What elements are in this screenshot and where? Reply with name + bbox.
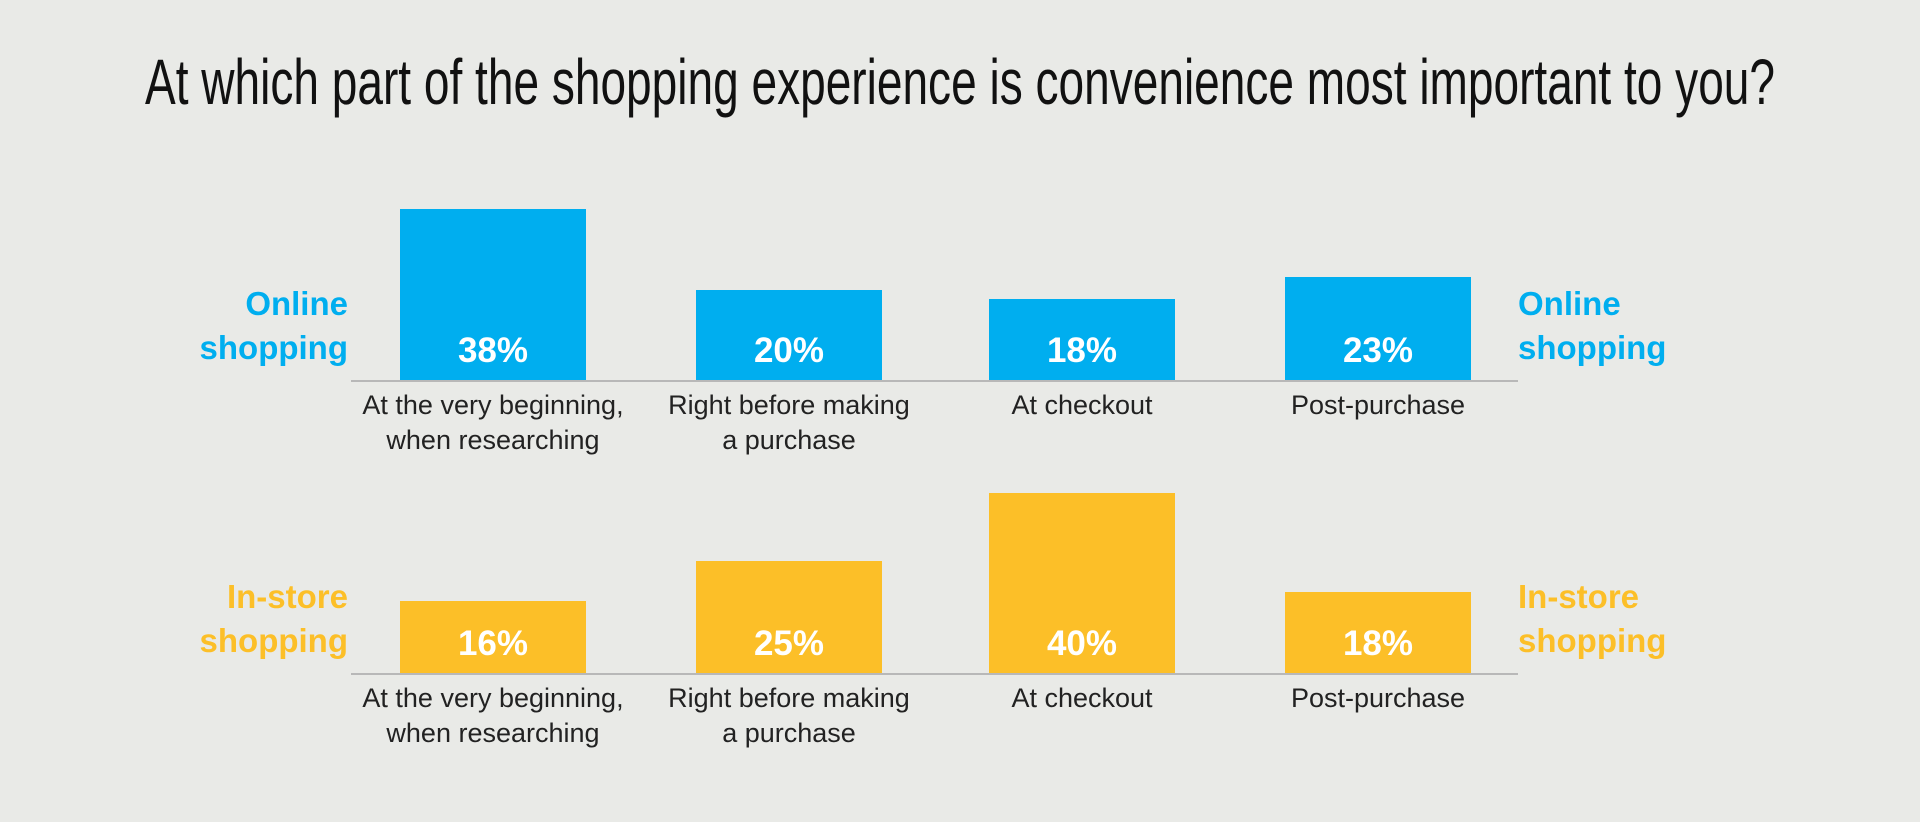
bar xyxy=(400,601,586,673)
data-label: 16% xyxy=(457,624,529,663)
x-tick-label: At checkout xyxy=(1011,683,1153,713)
axis-line xyxy=(351,380,1518,382)
series-label-left: In-store shopping xyxy=(199,578,348,659)
series-label-right: Online shopping xyxy=(1518,285,1667,366)
data-label: 23% xyxy=(1342,331,1414,370)
x-tick-label: Post-purchase xyxy=(1290,683,1466,713)
x-tick-label: At checkout xyxy=(1011,390,1153,420)
bar xyxy=(696,290,882,380)
bar xyxy=(1285,276,1471,380)
axis-line xyxy=(351,673,1518,675)
data-label: 18% xyxy=(1046,331,1118,370)
data-label: 25% xyxy=(753,624,825,663)
x-tick-label: Right before making a purchase xyxy=(668,683,910,748)
bar xyxy=(696,560,882,673)
data-label: 18% xyxy=(1342,624,1414,663)
data-label: 40% xyxy=(1046,624,1118,663)
series-label-right: In-store shopping xyxy=(1518,578,1667,659)
x-tick-label: At the very beginning, when researching xyxy=(362,390,624,455)
bar xyxy=(989,493,1175,673)
series-label-left: Online shopping xyxy=(199,285,348,366)
chart-title: At which part of the shopping experience… xyxy=(145,46,1775,118)
bar xyxy=(1285,592,1471,673)
x-tick-label: At the very beginning, when researching xyxy=(362,683,624,748)
title-area: At which part of the shopping experience… xyxy=(145,46,1775,118)
x-tick-label: Right before making a purchase xyxy=(668,390,910,455)
bar xyxy=(400,209,586,380)
x-tick-label: Post-purchase xyxy=(1290,390,1466,420)
bar xyxy=(989,299,1175,380)
data-label: 38% xyxy=(457,331,529,370)
data-label: 20% xyxy=(753,331,825,370)
